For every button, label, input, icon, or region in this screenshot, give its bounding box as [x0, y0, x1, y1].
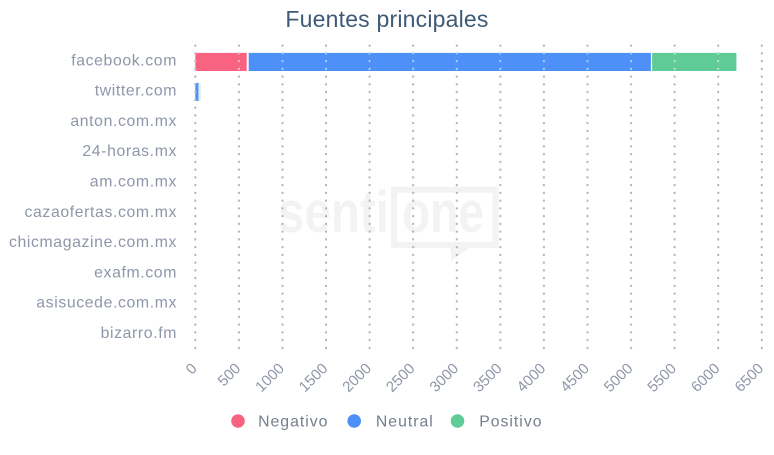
svg-text:cazaofertas.com.mx: cazaofertas.com.mx — [25, 204, 178, 221]
svg-text:anton.com.mx: anton.com.mx — [70, 113, 177, 130]
svg-text:chicmagazine.com.mx: chicmagazine.com.mx — [9, 234, 177, 251]
svg-text:24-horas.mx: 24-horas.mx — [82, 143, 177, 160]
svg-text:exafm.com: exafm.com — [94, 264, 177, 281]
svg-text:am.com.mx: am.com.mx — [90, 174, 177, 191]
svg-text:twitter.com: twitter.com — [95, 83, 177, 100]
svg-text:asisucede.com.mx: asisucede.com.mx — [36, 295, 177, 312]
svg-text:facebook.com: facebook.com — [71, 52, 177, 69]
svg-text:Positivo: Positivo — [479, 414, 542, 431]
svg-text:Neutral: Neutral — [376, 414, 434, 431]
svg-text:senti: senti — [278, 180, 389, 245]
svg-text:bizarro.fm: bizarro.fm — [101, 325, 177, 342]
svg-text:Fuentes principales: Fuentes principales — [285, 6, 488, 32]
svg-text:Negativo: Negativo — [258, 414, 328, 431]
